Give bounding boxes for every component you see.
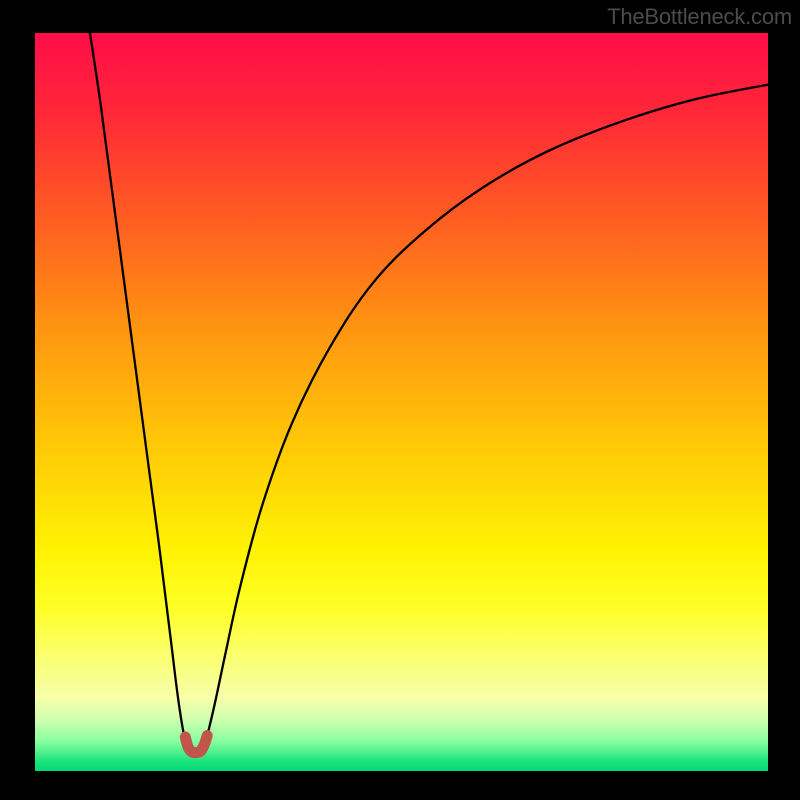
watermark-text: TheBottleneck.com: [607, 4, 792, 30]
chart-container: TheBottleneck.com: [0, 0, 800, 800]
gradient-background: [35, 33, 768, 771]
bottleneck-chart: [35, 33, 768, 771]
